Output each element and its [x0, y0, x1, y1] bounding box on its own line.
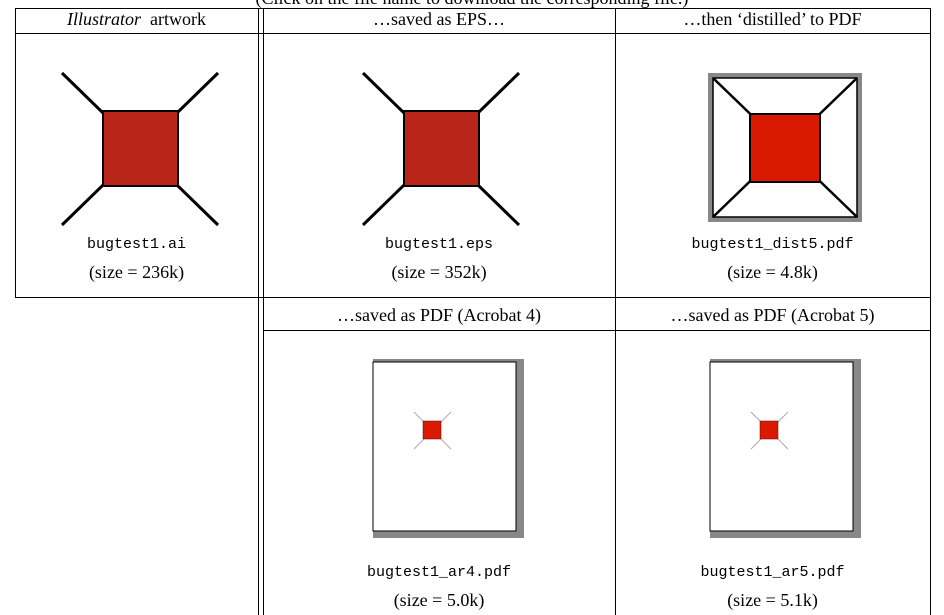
file-size: (size = 5.0k)	[393, 590, 485, 610]
rule	[263, 8, 264, 615]
rule	[263, 330, 930, 331]
icon-ar4	[372, 359, 524, 538]
header-cell: …then ‘distilled’ to PDF	[683, 9, 862, 29]
file-size: (size = 352k)	[391, 262, 487, 282]
header-text: artwork	[150, 9, 206, 29]
file-link[interactable]: bugtest1_ar5.pdf	[700, 564, 845, 581]
icon-eps	[361, 71, 521, 227]
file-size: (size = 5.1k)	[727, 590, 818, 610]
rule	[15, 8, 16, 298]
file-link[interactable]: bugtest1_ar4.pdf	[366, 564, 512, 581]
header-cell: Illustrator artwork	[15, 9, 258, 30]
icon-ar5	[709, 359, 861, 538]
file-size: (size = 236k)	[88, 262, 185, 282]
header-cell: …saved as PDF (Acrobat 5)	[670, 305, 875, 325]
file-link[interactable]: bugtest1.eps	[384, 236, 494, 253]
rule	[258, 8, 259, 615]
file-link[interactable]: bugtest1.ai	[86, 236, 187, 253]
rule	[15, 33, 930, 34]
caption: (Click on the file name to download the …	[0, 0, 944, 9]
icon-dist	[708, 73, 862, 222]
rule	[15, 8, 930, 9]
rule	[15, 297, 930, 298]
icon-ai	[60, 71, 220, 227]
file-size: (size = 4.8k)	[727, 262, 818, 282]
header-italic: Illustrator	[67, 9, 142, 29]
rule	[930, 8, 931, 615]
header-cell: …saved as PDF (Acrobat 4)	[337, 305, 541, 325]
header-cell: …saved as EPS…	[373, 9, 505, 29]
rule	[615, 8, 616, 615]
file-link[interactable]: bugtest1_dist5.pdf	[691, 236, 854, 253]
